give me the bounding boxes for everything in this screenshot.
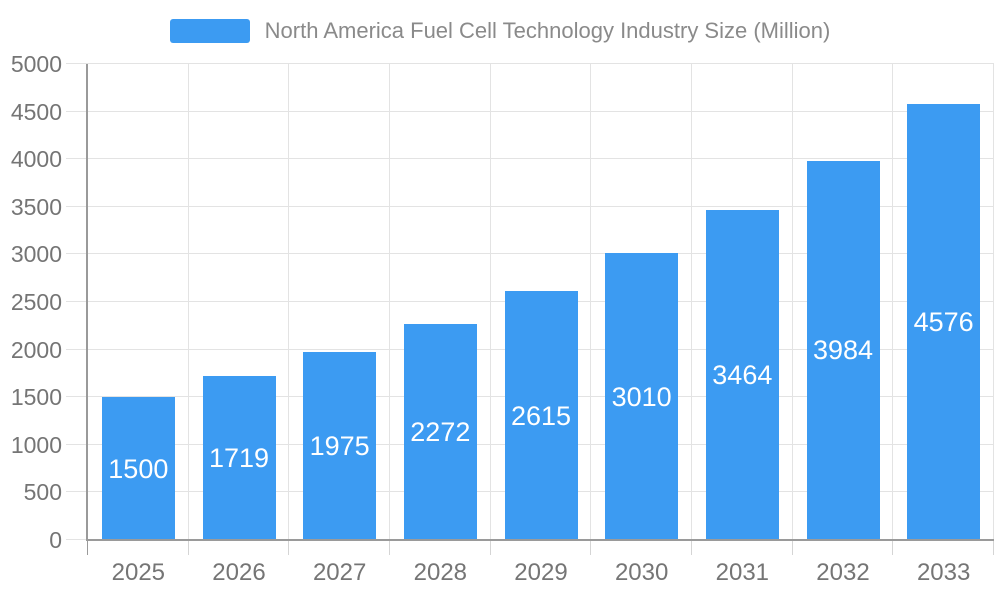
- bar-2026[interactable]: 1719: [202, 376, 276, 540]
- y-axis-tick-label: 0: [49, 527, 62, 553]
- y-axis-tick: [66, 539, 88, 540]
- y-axis-tick: [66, 396, 88, 398]
- y-axis-tick-label: 500: [23, 479, 62, 506]
- x-axis-tick: [590, 540, 592, 555]
- x-axis-tick: [993, 540, 994, 555]
- x-axis-tick-label: 2025: [111, 559, 166, 586]
- bar-value-label: 1975: [309, 430, 370, 461]
- bar-value-label: 2615: [510, 400, 572, 431]
- gridline-horizontal: [88, 158, 994, 160]
- bar-2031[interactable]: 3464: [705, 210, 779, 540]
- legend-label: North America Fuel Cell Technology Indus…: [264, 18, 831, 43]
- y-axis-line: [86, 64, 88, 540]
- y-axis-tick: [66, 301, 88, 302]
- y-axis-tick: [66, 491, 88, 493]
- x-axis-tick-label: 2033: [916, 559, 971, 586]
- bar-2027[interactable]: 1975: [303, 351, 377, 540]
- x-axis-tick: [691, 540, 692, 555]
- bar-value-label: 2272: [410, 416, 471, 447]
- gridline-vertical: [288, 64, 290, 540]
- bar-value-label: 3464: [712, 360, 773, 391]
- x-axis-tick-label: 2026: [212, 559, 266, 586]
- y-axis-tick: [66, 253, 88, 255]
- bar-value-label: 1500: [108, 453, 169, 484]
- gridline-vertical: [892, 64, 894, 540]
- bar-2028[interactable]: 2272: [403, 323, 477, 540]
- gridline-vertical: [489, 64, 491, 540]
- bar-2025[interactable]: 1500: [101, 397, 175, 540]
- gridline-vertical: [993, 64, 994, 540]
- y-axis-tick: [66, 205, 88, 207]
- gridline-horizontal: [88, 253, 994, 255]
- gridline-vertical: [691, 64, 692, 540]
- y-axis-tick: [66, 348, 88, 350]
- bar-value-label: 4576: [913, 307, 974, 338]
- x-axis-tick-label: 2027: [312, 559, 367, 586]
- y-axis-tick: [66, 158, 88, 160]
- x-axis-tick: [892, 540, 894, 555]
- x-axis-tick-label: 2030: [614, 559, 669, 586]
- x-axis-tick-label: 2028: [413, 559, 468, 586]
- legend-item[interactable]: North America Fuel Cell Technology Indus…: [0, 17, 1000, 45]
- x-axis-line: [86, 539, 994, 541]
- y-axis-tick-label: 2500: [10, 289, 62, 315]
- y-axis-tick-label: 4000: [10, 146, 62, 173]
- gridline-vertical: [791, 64, 793, 540]
- bar-2029[interactable]: 2615: [504, 291, 578, 540]
- y-axis-tick: [66, 443, 88, 445]
- x-axis-tick: [791, 540, 793, 555]
- x-axis-tick: [187, 540, 189, 555]
- x-axis-tick: [87, 540, 88, 555]
- bar-value-label: 3010: [611, 381, 672, 412]
- y-axis-tick: [66, 63, 88, 64]
- y-axis-tick-label: 2000: [10, 336, 62, 363]
- bar-2032[interactable]: 3984: [806, 160, 880, 540]
- x-axis-tick-label: 2031: [715, 559, 770, 586]
- gridline-horizontal: [88, 63, 994, 64]
- bar-value-label: 1719: [208, 443, 270, 474]
- x-axis-tick: [288, 540, 290, 555]
- gridline-vertical: [389, 64, 390, 540]
- bar-2033[interactable]: 4576: [907, 104, 981, 540]
- y-axis-tick-label: 5000: [10, 51, 62, 77]
- y-axis-tick-label: 4500: [10, 98, 62, 125]
- y-axis-tick: [66, 110, 88, 112]
- y-axis-tick-label: 3500: [10, 193, 62, 220]
- x-axis-tick-label: 2029: [514, 559, 568, 586]
- x-axis-tick-label: 2032: [816, 559, 870, 586]
- gridline-horizontal: [88, 110, 994, 112]
- bar-value-label: 3984: [812, 335, 874, 366]
- y-axis-tick-label: 1000: [10, 431, 62, 458]
- gridline-vertical: [590, 64, 592, 540]
- x-axis-tick: [389, 540, 390, 555]
- x-axis-tick: [489, 540, 491, 555]
- bar-2030[interactable]: 3010: [605, 253, 679, 540]
- gridline-vertical: [187, 64, 189, 540]
- gridline-horizontal: [88, 205, 994, 207]
- legend-swatch: [169, 19, 250, 43]
- y-axis-tick-label: 3000: [10, 241, 62, 268]
- y-axis-tick-label: 1500: [10, 384, 62, 411]
